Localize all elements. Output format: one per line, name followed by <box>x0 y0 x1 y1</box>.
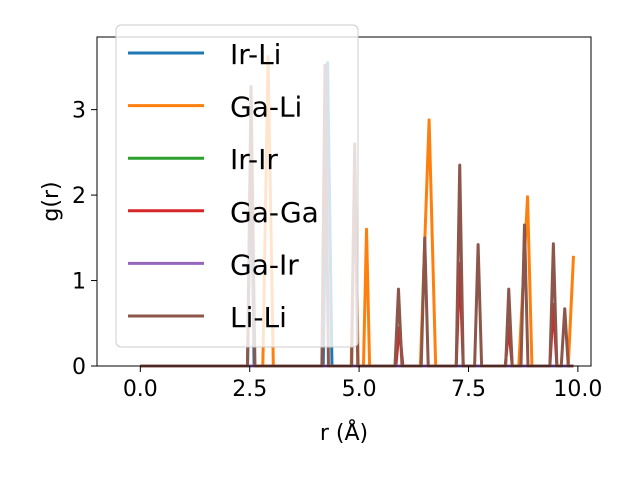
y-tick-label: 3 <box>72 99 86 124</box>
legend: Ir-Li Ga-Li Ir-Ir Ga-Ga Ga-Ir Li-Li <box>115 24 359 348</box>
y-tick-label: 2 <box>72 184 86 209</box>
legend-label-ga-ir: Ga-Ir <box>230 248 299 281</box>
y-axis-label: g(r) <box>39 181 64 221</box>
y-tick-label: 1 <box>72 270 86 295</box>
x-tick-label: 7.5 <box>451 377 486 402</box>
x-tick-label: 10.0 <box>553 377 602 402</box>
x-tick-label: 5.0 <box>342 377 377 402</box>
legend-label-li-li: Li-Li <box>230 301 287 334</box>
y-tick-label: 0 <box>72 355 86 380</box>
legend-label-ga-li: Ga-Li <box>230 91 302 124</box>
legend-label-ir-ir: Ir-Ir <box>230 143 278 176</box>
x-tick-label: 2.5 <box>232 377 267 402</box>
legend-label-ir-li: Ir-Li <box>230 38 281 71</box>
x-tick-label: 0.0 <box>123 377 158 402</box>
legend-label-ga-ga: Ga-Ga <box>230 196 319 229</box>
x-axis: 0.0 2.5 5.0 7.5 10.0 <box>123 366 602 402</box>
y-axis: 0 1 2 3 <box>72 99 97 380</box>
x-axis-label: r (Å) <box>320 419 368 446</box>
legend-box <box>115 24 359 348</box>
